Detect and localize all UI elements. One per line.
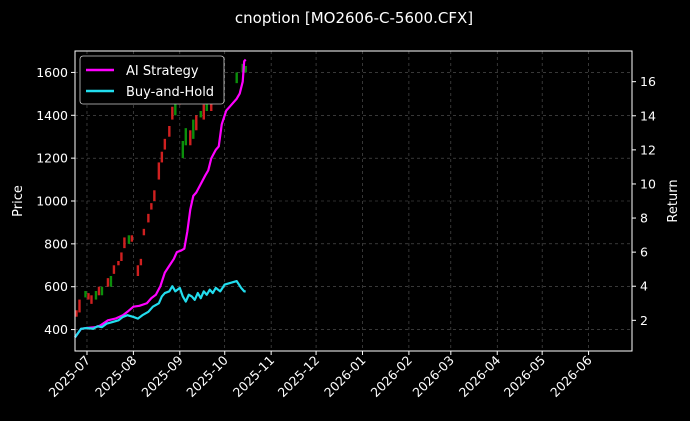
legend: AI Strategy Buy-and-Hold: [79, 55, 225, 105]
y-left-tick-label: 1200: [36, 151, 68, 166]
y-axis-left-title: Price: [11, 185, 26, 217]
price-candle: [84, 291, 87, 298]
price-candle: [147, 213, 150, 223]
y-axis-left-ticks: 400 600 800 1000 1200 1400 1600: [36, 65, 75, 337]
price-candle: [192, 119, 195, 139]
price-candle: [139, 258, 143, 266]
price-candle: [181, 141, 185, 159]
price-candle: [123, 237, 126, 249]
price-candle: [171, 106, 174, 120]
price-candle: [75, 310, 78, 317]
return-series: [74, 58, 247, 338]
price-candle: [87, 293, 90, 300]
series-line-buy-and-hold: [74, 280, 246, 338]
y-left-tick-label: 1000: [36, 194, 68, 209]
price-candle: [142, 228, 146, 236]
y-right-tick-label: 12: [640, 142, 656, 157]
price-candle: [97, 286, 101, 296]
y-right-tick-label: 14: [640, 108, 656, 123]
price-candle: [127, 235, 131, 244]
legend-label-buy-and-hold: Buy-and-Hold: [126, 85, 214, 100]
price-candle: [160, 151, 164, 163]
price-candle: [117, 261, 120, 266]
y-right-tick-label: 16: [640, 74, 656, 89]
price-candle: [195, 115, 198, 131]
price-candle: [205, 102, 208, 111]
price-candle: [199, 111, 202, 118]
price-candle: [184, 128, 188, 146]
y-axis-right-title: Return: [666, 179, 681, 222]
grid: [75, 51, 632, 351]
price-candle: [78, 299, 81, 313]
price-candle: [189, 130, 192, 146]
y-right-tick-label: 10: [640, 176, 656, 191]
legend-box: [79, 55, 225, 105]
y-left-tick-label: 1400: [36, 108, 68, 123]
price-candle: [120, 252, 123, 261]
y-right-tick-label: 8: [640, 211, 648, 226]
price-candle: [174, 98, 177, 116]
series-line-ai-strategy: [74, 58, 247, 338]
y-left-tick-label: 1600: [36, 65, 68, 80]
price-candle: [235, 72, 238, 84]
price-candle: [100, 286, 104, 296]
chart-title: cnoption [MO2606-C-5600.CFX]: [235, 9, 473, 27]
price-candle: [202, 104, 205, 120]
price-candle: [168, 126, 171, 137]
price-candle: [106, 278, 110, 287]
price-candle: [157, 162, 161, 180]
price-candle: [90, 295, 93, 304]
price-candle: [163, 138, 167, 150]
y-right-tick-label: 6: [640, 245, 648, 260]
price-candle: [244, 66, 247, 73]
price-candle: [112, 265, 116, 274]
price-candle: [150, 203, 153, 210]
price-candle: [136, 265, 140, 276]
price-candle: [94, 291, 98, 300]
y-right-tick-label: 2: [640, 313, 648, 328]
y-left-tick-label: 400: [44, 322, 68, 337]
legend-label-ai-strategy: AI Strategy: [126, 64, 199, 79]
y-axis-right-ticks: 2 4 6 8 10 12 14 16: [632, 74, 656, 328]
y-right-tick-label: 4: [640, 279, 648, 294]
y-left-tick-label: 800: [44, 236, 68, 251]
price-candle: [109, 276, 113, 287]
price-candle: [153, 190, 156, 201]
y-left-tick-label: 600: [44, 279, 68, 294]
price-candle: [130, 235, 134, 242]
